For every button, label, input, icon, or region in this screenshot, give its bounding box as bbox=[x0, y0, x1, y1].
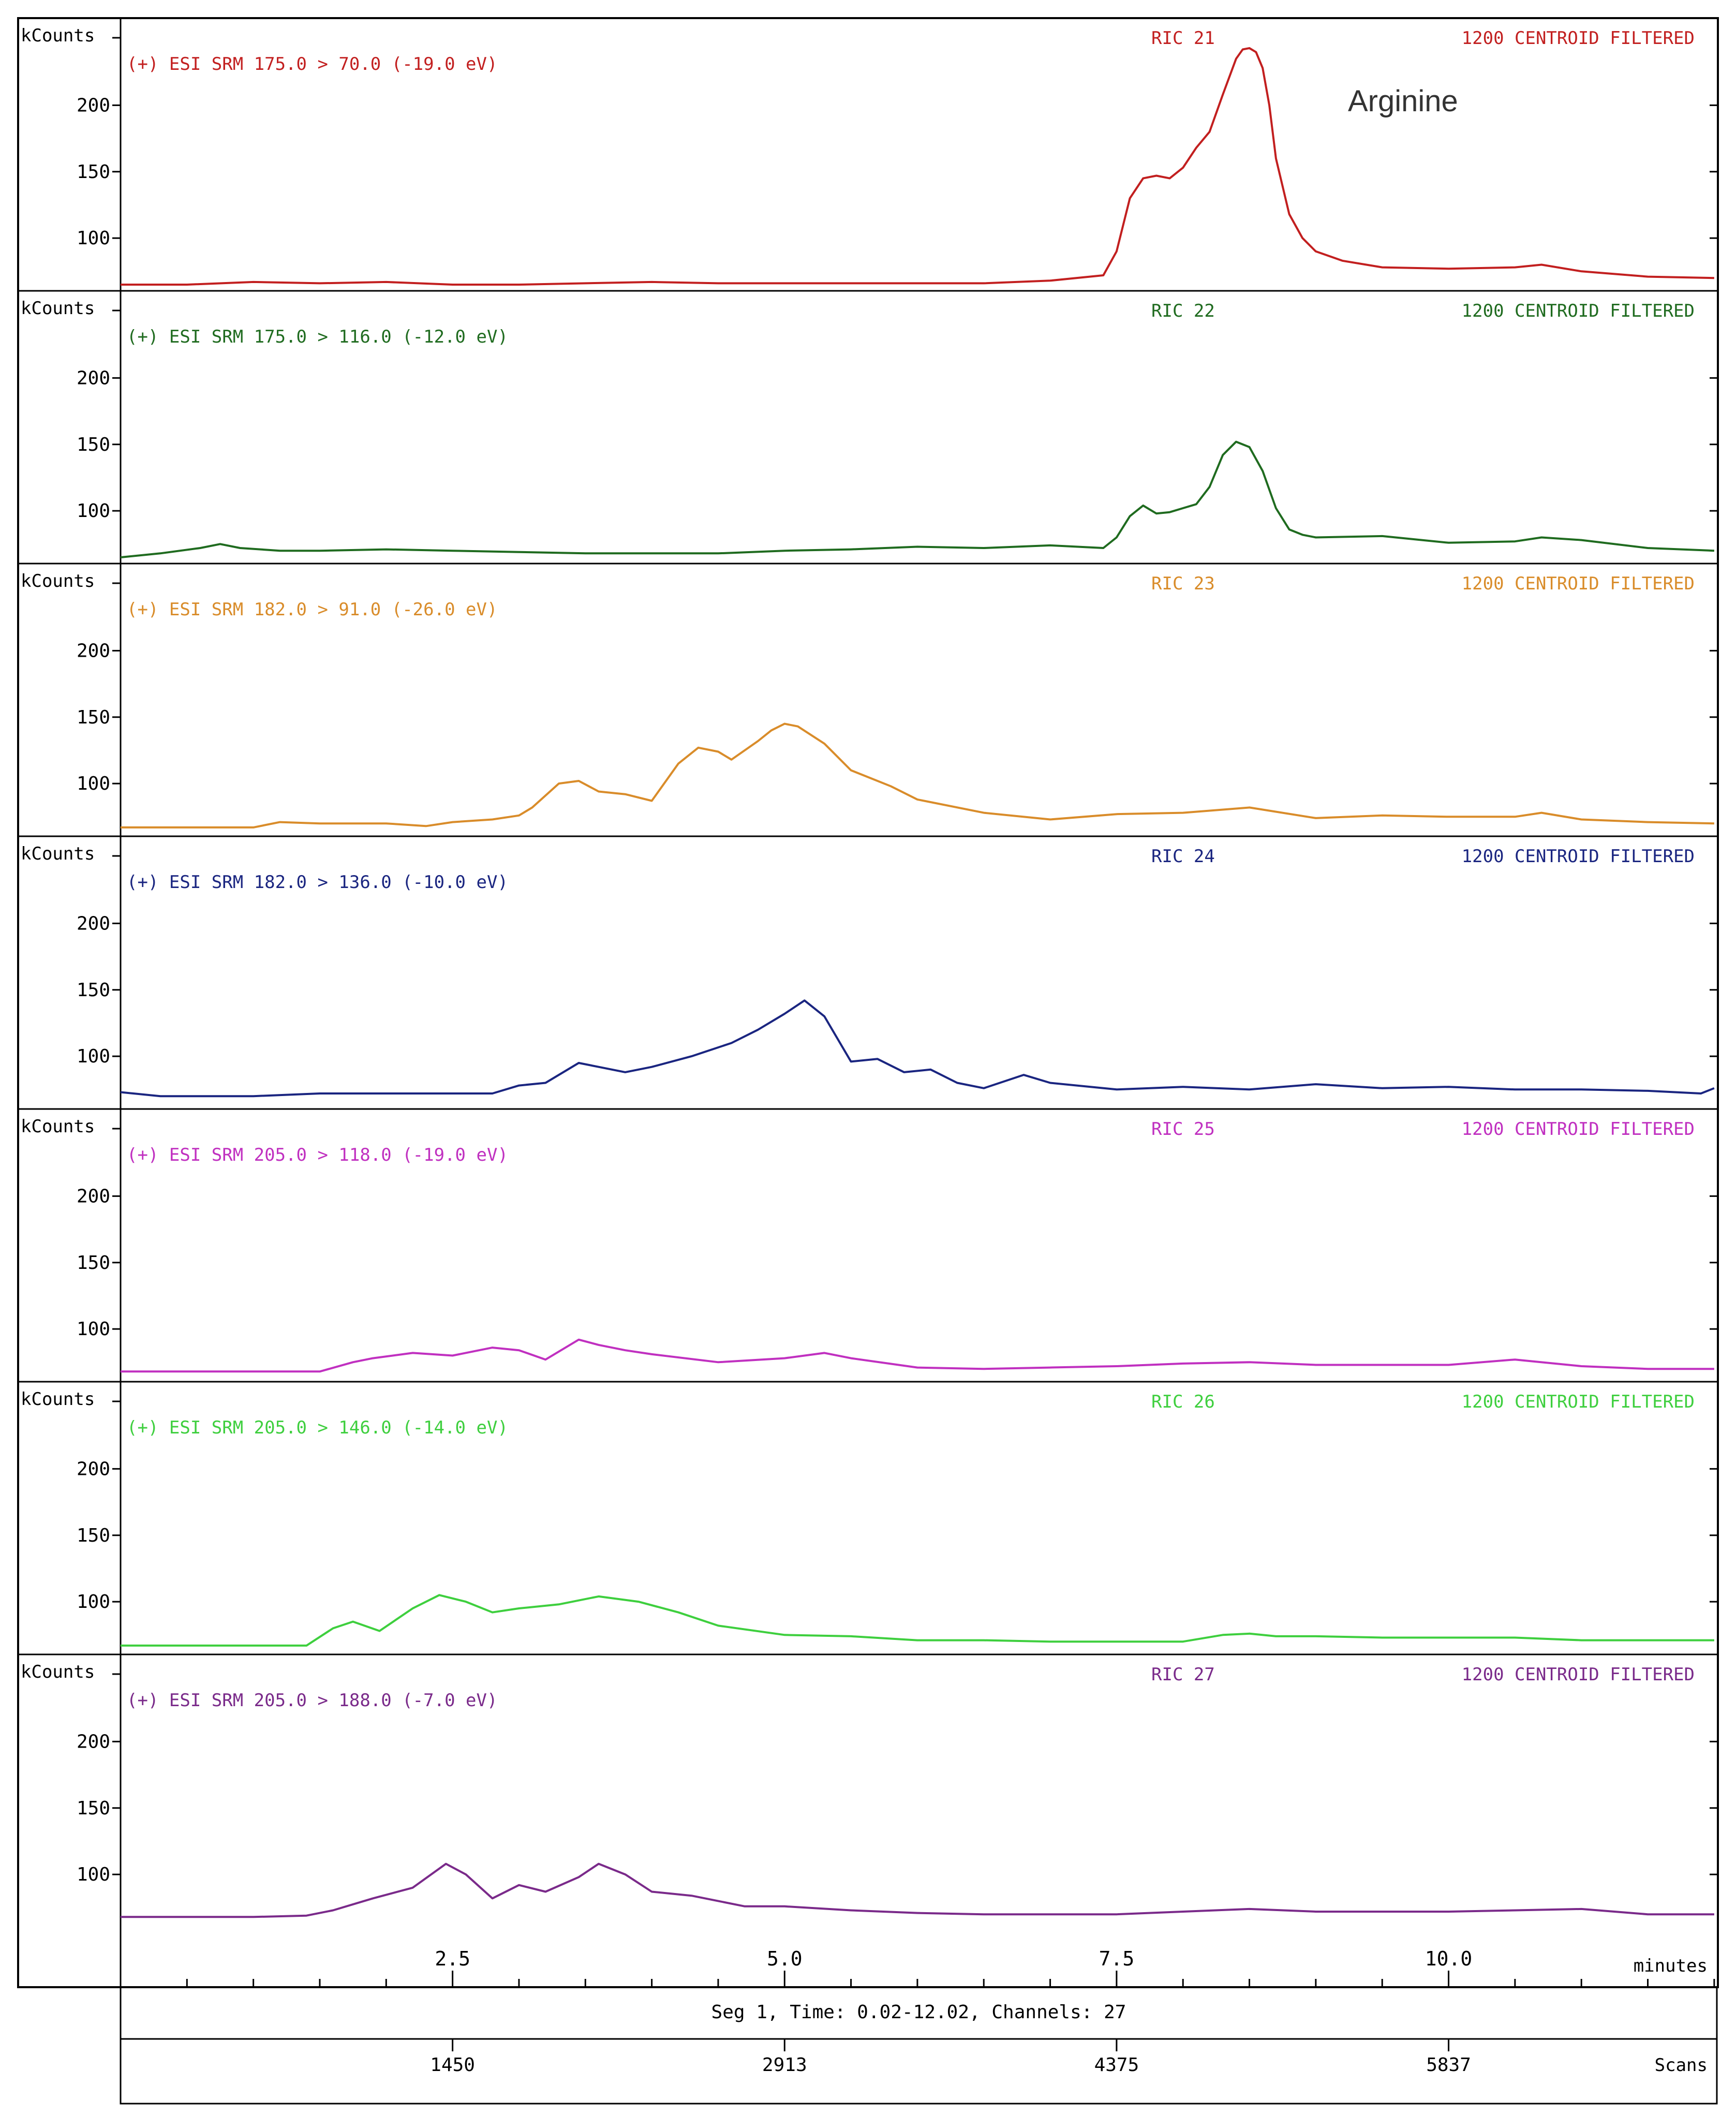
x-tick-label: 5.0 bbox=[767, 1947, 803, 1970]
trace-description: (+) ESI SRM 205.0 > 118.0 (-19.0 eV) bbox=[127, 1145, 508, 1165]
footer-frame bbox=[120, 1986, 1718, 2105]
footer-table: Seg 1, Time: 0.02-12.02, Channels: 27 145… bbox=[120, 1986, 1718, 2105]
y-axis-label: kCounts bbox=[21, 1389, 95, 1410]
y-tick-label: 150 bbox=[77, 980, 110, 1001]
trace-ric-label: RIC 23 bbox=[1151, 573, 1215, 594]
y-tick-label: 200 bbox=[77, 1731, 110, 1752]
x-axis-unit-label: minutes bbox=[1634, 1956, 1708, 1976]
y-tick-label: 150 bbox=[77, 707, 110, 728]
y-tick-label: 150 bbox=[77, 1798, 110, 1819]
trace-line-6 bbox=[121, 1594, 1714, 1647]
y-axis-label: kCounts bbox=[21, 844, 95, 864]
trace-ric-label: RIC 26 bbox=[1151, 1392, 1215, 1412]
y-tick-label: 200 bbox=[77, 367, 110, 389]
trace-mode-label: 1200 CENTROID FILTERED bbox=[1462, 28, 1695, 49]
y-tick-label: 150 bbox=[77, 1252, 110, 1274]
x-tick-label: 10.0 bbox=[1425, 1947, 1473, 1970]
trace-mode-label: 1200 CENTROID FILTERED bbox=[1462, 573, 1695, 594]
y-axis-label: kCounts bbox=[21, 25, 95, 46]
y-tick-label: 100 bbox=[77, 1591, 110, 1613]
y-tick-label: 200 bbox=[77, 1186, 110, 1207]
trace-description: (+) ESI SRM 205.0 > 188.0 (-7.0 eV) bbox=[127, 1690, 497, 1711]
trace-ric-label: RIC 22 bbox=[1151, 301, 1215, 321]
scan-tick-label: 5837 bbox=[1426, 2054, 1471, 2076]
scan-tick-label: 2913 bbox=[762, 2054, 807, 2076]
chart-panel-2: kCounts 100 150 200 (+) ESI SRM 175.0 > 116.… bbox=[18, 290, 1718, 558]
chart-panel-3: kCounts 100 150 200 (+) ESI SRM 182.0 > 91.0… bbox=[18, 563, 1718, 829]
trace-ric-label: RIC 27 bbox=[1151, 1664, 1215, 1685]
y-tick-label: 200 bbox=[77, 640, 110, 661]
scan-unit-label: Scans bbox=[1655, 2055, 1708, 2076]
chart-panels: kCounts 100 150 200 (+) ESI SRM 175.0 > 70.0… bbox=[17, 17, 1719, 1988]
scan-tick-label: 4375 bbox=[1094, 2054, 1139, 2076]
y-axis-label: kCounts bbox=[21, 1116, 95, 1137]
y-axis-label: kCounts bbox=[21, 1662, 95, 1682]
trace-description: (+) ESI SRM 175.0 > 116.0 (-12.0 eV) bbox=[127, 327, 508, 347]
trace-description: (+) ESI SRM 205.0 > 146.0 (-14.0 eV) bbox=[127, 1417, 508, 1438]
y-tick-label: 200 bbox=[77, 95, 110, 116]
trace-description: (+) ESI SRM 182.0 > 91.0 (-26.0 eV) bbox=[127, 599, 497, 620]
y-tick-label: 150 bbox=[77, 161, 110, 183]
trace-mode-label: 1200 CENTROID FILTERED bbox=[1462, 301, 1695, 321]
x-tick-label: 2.5 bbox=[435, 1947, 470, 1970]
y-tick-label: 100 bbox=[77, 1046, 110, 1067]
y-tick-label: 100 bbox=[77, 773, 110, 794]
y-tick-label: 100 bbox=[77, 1319, 110, 1340]
x-tick-label: 7.5 bbox=[1099, 1947, 1135, 1970]
y-tick-label: 150 bbox=[77, 434, 110, 455]
y-tick-label: 200 bbox=[77, 1458, 110, 1480]
y-tick-label: 100 bbox=[77, 500, 110, 522]
trace-mode-label: 1200 CENTROID FILTERED bbox=[1462, 846, 1695, 867]
y-tick-label: 150 bbox=[77, 1525, 110, 1546]
trace-ric-label: RIC 24 bbox=[1151, 846, 1215, 867]
trace-line-7 bbox=[121, 1862, 1714, 1918]
y-tick-label: 200 bbox=[77, 913, 110, 934]
trace-ric-label: RIC 21 bbox=[1151, 28, 1215, 49]
y-axis-label: kCounts bbox=[21, 571, 95, 591]
trace-line-5 bbox=[121, 1338, 1714, 1373]
chart-panel-6: kCounts 100 150 200 (+) ESI SRM 205.0 > 146.… bbox=[18, 1381, 1718, 1647]
trace-line-3 bbox=[121, 722, 1714, 829]
trace-description: (+) ESI SRM 182.0 > 136.0 (-10.0 eV) bbox=[127, 872, 508, 893]
trace-mode-label: 1200 CENTROID FILTERED bbox=[1462, 1119, 1695, 1140]
segment-info: Seg 1, Time: 0.02-12.02, Channels: 27 bbox=[711, 2002, 1126, 2023]
trace-ric-label: RIC 25 bbox=[1151, 1119, 1215, 1140]
y-tick-label: 100 bbox=[77, 1864, 110, 1885]
chart-panel-1: kCounts 100 150 200 (+) ESI SRM 175.0 > 70.0… bbox=[21, 25, 1717, 286]
chart-panel-5: kCounts 100 150 200 (+) ESI SRM 205.0 > 118.… bbox=[18, 1108, 1718, 1373]
chart-panel-7: kCounts 100 150 200 (+) ESI SRM 205.0 > 188.… bbox=[18, 1653, 1718, 1918]
peak-annotation: Arginine bbox=[1348, 84, 1458, 118]
trace-description: (+) ESI SRM 175.0 > 70.0 (-19.0 eV) bbox=[127, 54, 497, 75]
trace-line-2 bbox=[120, 440, 1714, 558]
scan-tick-label: 1450 bbox=[430, 2054, 475, 2076]
trace-mode-label: 1200 CENTROID FILTERED bbox=[1462, 1664, 1695, 1685]
y-tick-label: 100 bbox=[77, 228, 110, 249]
trace-line-4 bbox=[120, 999, 1715, 1098]
trace-mode-label: 1200 CENTROID FILTERED bbox=[1462, 1392, 1695, 1412]
trace-line-1 bbox=[121, 47, 1714, 286]
chart-panel-4: kCounts 100 150 200 (+) ESI SRM 182.0 > 136.… bbox=[18, 835, 1718, 1098]
y-axis-label: kCounts bbox=[21, 298, 95, 319]
